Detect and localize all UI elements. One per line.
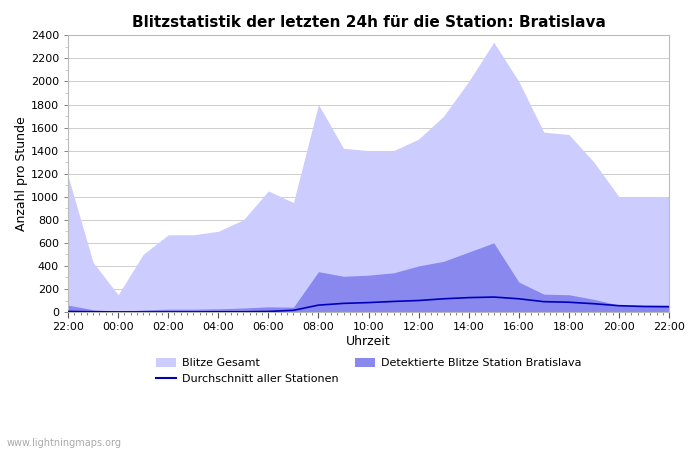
Text: www.lightningmaps.org: www.lightningmaps.org xyxy=(7,438,122,448)
Title: Blitzstatistik der letzten 24h für die Station: Bratislava: Blitzstatistik der letzten 24h für die S… xyxy=(132,15,606,30)
Legend: Blitze Gesamt, Durchschnitt aller Stationen, Detektierte Blitze Station Bratisla: Blitze Gesamt, Durchschnitt aller Statio… xyxy=(156,357,581,384)
Y-axis label: Anzahl pro Stunde: Anzahl pro Stunde xyxy=(15,116,28,231)
X-axis label: Uhrzeit: Uhrzeit xyxy=(346,335,391,348)
